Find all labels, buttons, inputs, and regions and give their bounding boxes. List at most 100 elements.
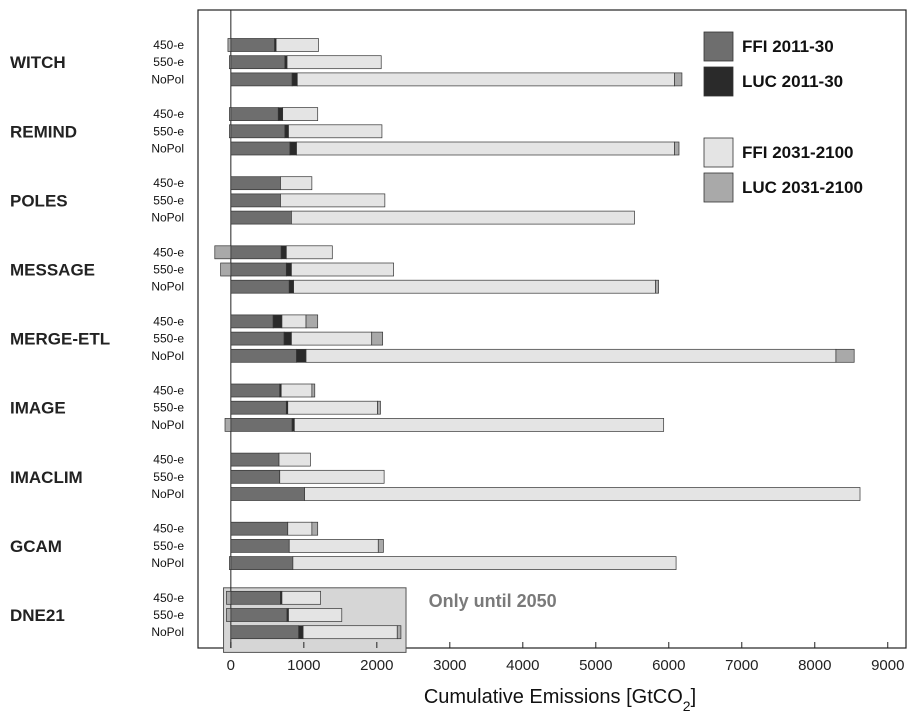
x-tick-label: 9000 [871,657,904,674]
legend-label: FFI 2011-30 [742,37,834,56]
legend-swatch-luc-early [703,66,734,97]
x-tick-label: 7000 [725,657,758,674]
bar-ffi-early [230,176,281,191]
bar-ffi-late [291,210,635,225]
scenario-label: 550-e [153,401,184,415]
model-label: WITCH [10,53,66,72]
bar-ffi-late [286,55,382,70]
bar-ffi-late [302,625,398,640]
bar-ffi-late [291,331,373,346]
bar-ffi-late [275,38,319,52]
bar-luc-early [283,331,292,346]
bar-ffi-late [285,245,333,260]
legend-swatch-ffi-late [703,137,734,168]
annotation-only-until-2050: Only until 2050 [429,591,557,611]
scenario-label: 550-e [153,539,184,553]
x-tick-label: 5000 [579,657,612,674]
bar-ffi-late [296,72,675,87]
bar-luc-late [229,55,232,70]
scenario-label: 450-e [153,591,184,605]
legend-swatch-luc-late [703,172,734,203]
model-label: DNE21 [10,606,65,625]
bar-ffi-early [230,452,280,467]
bar-ffi-early [230,539,290,553]
model-label: IMACLIM [10,468,83,487]
bar-luc-early [298,625,304,640]
bar-ffi-late [296,141,675,156]
scenario-label: NoPol [151,142,184,156]
scenario-label: 450-e [153,107,184,121]
bar-ffi-late [282,107,319,121]
x-tick-label: 0 [227,657,235,674]
x-tick-label: 8000 [798,657,831,674]
bar-ffi-early [230,107,279,121]
scenario-label: NoPol [151,487,184,501]
scenario-label: 550-e [153,608,184,622]
bar-ffi-early [230,556,294,570]
bar-luc-early [277,107,284,121]
scenario-label: NoPol [151,211,184,225]
bar-luc-late [229,556,232,570]
x-tick-label: 2000 [360,657,393,674]
legend-label: LUC 2031-2100 [742,178,863,197]
bar-ffi-late [292,556,677,570]
bar-ffi-early [230,487,305,501]
bar-luc-late [311,521,319,536]
bar-luc-early [288,279,294,294]
bar-ffi-late [279,469,385,484]
bar-ffi-early [230,400,287,415]
legend-label: LUC 2011-30 [742,72,843,91]
bar-ffi-early [230,124,286,139]
bar-ffi-early [230,608,288,622]
bar-luc-late [227,38,232,52]
bar-luc-late [229,107,232,121]
bar-ffi-late [280,176,313,191]
bar-ffi-early [230,262,287,277]
bar-ffi-early [230,331,285,346]
scenario-label: 550-e [153,470,184,484]
bar-ffi-early [230,210,292,225]
legend-swatch-ffi-early [703,31,734,62]
bar-ffi-late [288,539,379,553]
bar-ffi-late [288,124,383,139]
bar-ffi-early [230,245,282,260]
bar-luc-late [371,331,384,346]
model-label: REMIND [10,122,77,141]
bar-ffi-early [230,348,297,363]
chart-marks: Only until 2050 WITCH 450-e 550-e NoPol REMIN… [10,10,904,674]
bar-luc-late [305,314,319,329]
scenario-label: 450-e [153,176,184,190]
scenario-label: 450-e [153,314,184,328]
bar-ffi-early [230,279,290,294]
x-tick-label: 6000 [652,657,685,674]
x-tick-label: 4000 [506,657,539,674]
model-label: IMAGE [10,399,66,418]
bar-luc-late [311,383,316,398]
legend-label: FFI 2031-2100 [742,143,854,162]
bar-ffi-late [293,418,665,432]
scenario-label: 550-e [153,263,184,277]
bar-luc-late [377,539,384,553]
bar-ffi-late [304,487,861,501]
bar-luc-late [214,245,232,260]
scenario-label: 450-e [153,245,184,259]
bar-luc-late [655,279,659,294]
bar-ffi-late [280,193,386,208]
bar-ffi-early [230,141,291,156]
bar-ffi-early [230,469,281,484]
bar-ffi-late [280,383,313,398]
bar-luc-early [284,124,289,139]
bar-luc-early [296,348,307,363]
bar-ffi-early [230,72,293,87]
bar-ffi-early [230,521,289,536]
bar-luc-late [674,72,683,87]
bar-ffi-early [230,590,281,605]
bar-ffi-early [230,55,286,70]
scenario-label: NoPol [151,418,184,432]
bar-ffi-late [287,521,313,536]
bar-ffi-early [230,418,293,432]
scenario-label: NoPol [151,72,184,86]
scenario-label: NoPol [151,556,184,570]
